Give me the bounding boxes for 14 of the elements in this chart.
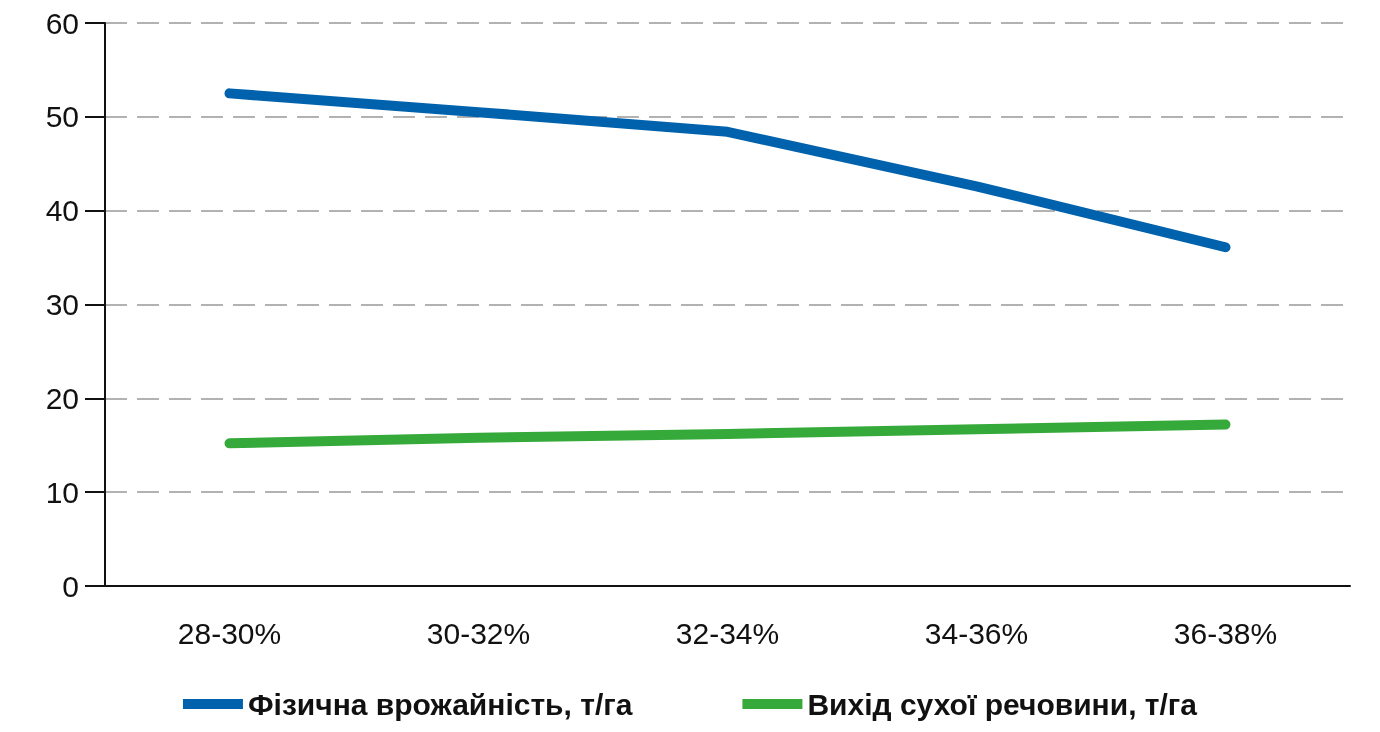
y-tick-label: 40 [45, 194, 79, 228]
x-tick-label: 32-34% [675, 616, 780, 650]
legend-label: Фізична врожайність, т/га [247, 687, 633, 721]
y-tick-label: 10 [45, 475, 79, 509]
y-tick-label: 0 [62, 569, 79, 603]
x-tick-label: 30-32% [426, 616, 531, 650]
x-tick-label: 28-30% [177, 616, 282, 650]
x-tick-label: 34-36% [924, 616, 1029, 650]
x-tick-label: 36-38% [1173, 616, 1278, 650]
y-tick-label: 50 [45, 100, 79, 134]
y-tick-label: 30 [45, 288, 79, 321]
y-tick-label: 60 [45, 6, 79, 40]
y-tick-label: 20 [45, 381, 79, 415]
legend-label: Вихід сухої речовини, т/га [807, 687, 1198, 721]
